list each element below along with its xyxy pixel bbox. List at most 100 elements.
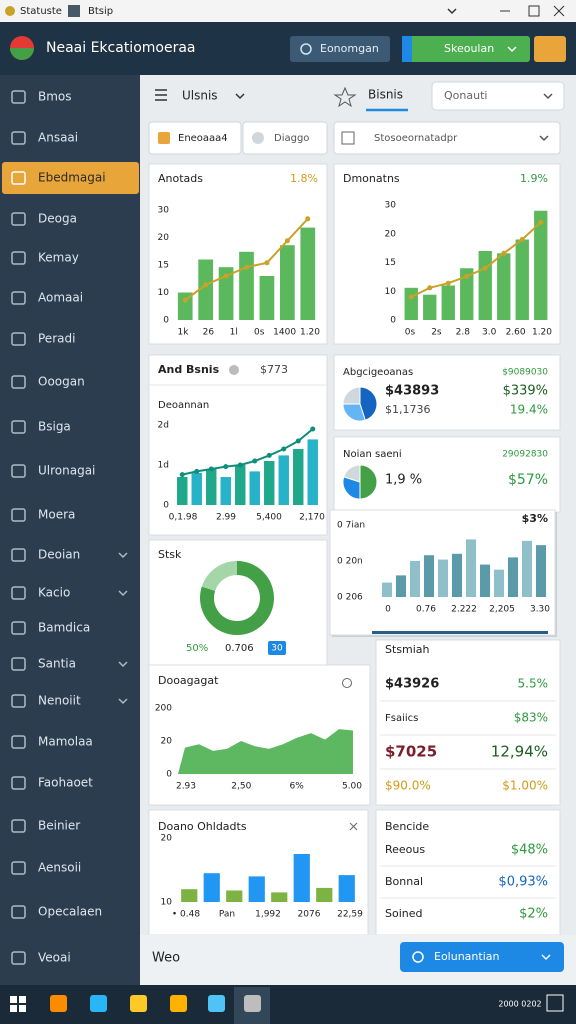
pie-slice	[359, 386, 378, 421]
menu-dropdown[interactable]: Ulsnis	[182, 89, 218, 103]
filter-chip[interactable]	[242, 121, 328, 155]
card-value: 1.9%	[520, 172, 548, 185]
x-tick-label: 2,50	[231, 782, 251, 792]
card-title: Dmonatns	[343, 172, 400, 185]
table-card	[375, 809, 561, 936]
menu-item[interactable]: Opecalaen	[38, 905, 102, 919]
bar	[264, 461, 275, 505]
bar	[248, 876, 265, 902]
menu-icon	[11, 212, 26, 226]
menu-item[interactable]: Peradi	[38, 332, 75, 346]
x-tick-label: 3.0	[482, 328, 497, 338]
filter-label: Diaggo	[274, 133, 309, 144]
bar	[479, 564, 491, 597]
action-button-accent	[402, 36, 412, 62]
window-tab[interactable]: Btsip	[88, 6, 113, 17]
menu-item[interactable]: Deoian	[38, 548, 80, 562]
active-tab[interactable]: Bisnis	[368, 88, 403, 102]
bar	[441, 285, 455, 320]
card-change: $57%	[508, 472, 548, 488]
bar	[381, 582, 393, 597]
menu-item[interactable]: Bamdica	[38, 621, 90, 635]
card-title: Stsk	[158, 548, 182, 561]
bar	[404, 287, 418, 320]
chevron	[118, 698, 128, 705]
menu-item[interactable]: Bmos	[38, 90, 72, 104]
taskbar	[0, 985, 576, 1024]
pie-slice	[342, 403, 366, 422]
area	[178, 729, 353, 774]
info-icon	[229, 365, 239, 375]
line-point	[223, 464, 229, 470]
menu-item[interactable]: Ebedmagai	[38, 171, 106, 185]
bar	[206, 469, 217, 505]
x-tick-label: 26	[203, 328, 215, 338]
close-icon	[349, 822, 358, 831]
pie-slice	[342, 476, 361, 500]
chevron	[118, 661, 128, 668]
menu-item[interactable]: Ulronagai	[38, 464, 95, 478]
table-cell: $7025	[385, 743, 437, 761]
search-placeholder: Qonauti	[444, 89, 487, 102]
line-point	[305, 216, 311, 222]
search-button[interactable]	[290, 36, 390, 62]
bar	[239, 251, 254, 320]
x-tick-label: 1,992	[255, 910, 281, 920]
menu-item[interactable]: Aensoii	[38, 861, 81, 875]
bar	[293, 449, 304, 505]
line-point	[501, 250, 507, 256]
x-tick-label: 2.222	[451, 605, 477, 615]
menu-icon	[11, 171, 26, 185]
menu-icon	[11, 548, 26, 562]
table-cell: $2%	[519, 907, 548, 922]
menu-item[interactable]: Beinier	[38, 819, 80, 833]
y-tick-label: 0 7ian	[337, 521, 365, 531]
menu-item[interactable]: Aomaai	[38, 291, 83, 305]
pie-slice	[359, 464, 378, 500]
x-tick-label: 6%	[290, 782, 305, 792]
menu-icon	[11, 621, 26, 635]
menu-item[interactable]: Faohaoet	[38, 776, 93, 790]
menu-item[interactable]: Ooogan	[38, 375, 85, 389]
menu-icon	[11, 776, 26, 790]
profile-button[interactable]	[534, 36, 566, 62]
chart-card	[148, 809, 369, 936]
line-point	[179, 472, 185, 478]
y-tick-label: 15	[158, 261, 169, 271]
menu-item[interactable]: Kacio	[38, 586, 70, 600]
card-change: $339%	[503, 384, 548, 399]
filter-icon	[158, 132, 170, 144]
menu-item[interactable]: Veoai	[38, 951, 71, 965]
card-value: $1,1736	[385, 403, 431, 416]
line-point	[194, 468, 200, 474]
menu-item[interactable]: Deoga	[38, 212, 77, 226]
menu-icon	[11, 90, 26, 104]
taskbar-app[interactable]	[208, 995, 225, 1012]
x-tick-label: 0.76	[416, 605, 436, 615]
taskbar-app[interactable]	[90, 995, 107, 1012]
menu-item[interactable]: Mamolaa	[38, 735, 93, 749]
y-tick-label: 20	[158, 233, 170, 243]
y-tick-label: 0 20n	[337, 557, 363, 567]
taskbar-app[interactable]	[50, 995, 67, 1012]
bar	[226, 890, 243, 902]
bar	[181, 889, 198, 902]
menu-item[interactable]: Bsiga	[38, 420, 71, 434]
x-tick-label: 2.60	[506, 328, 526, 338]
menu-icon	[11, 694, 26, 708]
menu-item[interactable]: Ansaai	[38, 131, 78, 145]
taskbar-app[interactable]	[244, 995, 261, 1012]
select-box[interactable]	[333, 121, 561, 155]
primary-button[interactable]	[400, 942, 564, 972]
menu-item[interactable]: Nenoiit	[38, 694, 81, 708]
menu-item[interactable]: Santia	[38, 657, 76, 671]
bar	[423, 294, 437, 320]
taskbar-app[interactable]	[170, 995, 187, 1012]
card-value: $43893	[385, 384, 439, 399]
menu-item[interactable]: Kemay	[38, 251, 79, 265]
taskbar-app[interactable]	[130, 995, 147, 1012]
menu-item[interactable]: Moera	[38, 508, 75, 522]
filter-chip[interactable]	[148, 121, 242, 155]
action-button[interactable]	[402, 36, 530, 62]
search-box[interactable]	[431, 81, 565, 111]
